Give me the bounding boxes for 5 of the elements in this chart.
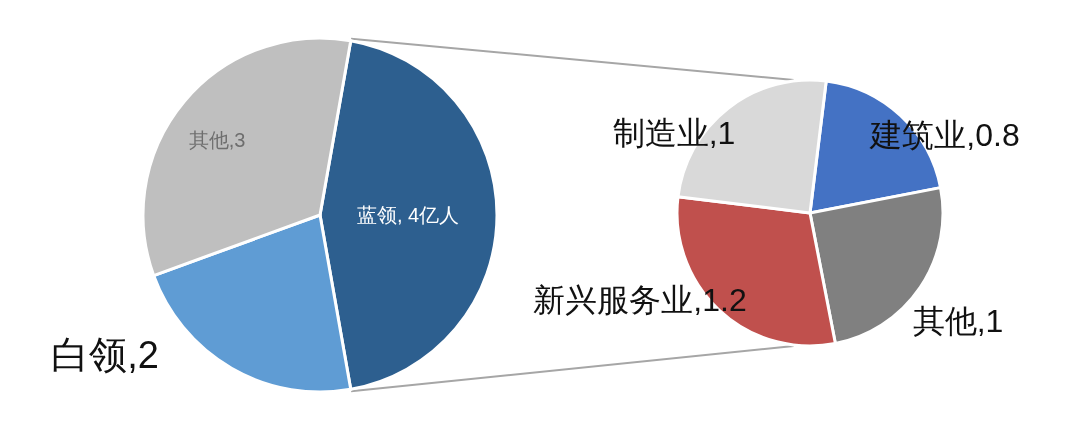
slice-label: 制造业,1 (612, 115, 736, 151)
slice-label: 其他,1 (912, 303, 1004, 339)
slice-label: 蓝领, 4亿人 (356, 204, 460, 226)
slice-label: 白领,2 (51, 334, 159, 376)
slice-label: 其他,3 (188, 129, 246, 151)
